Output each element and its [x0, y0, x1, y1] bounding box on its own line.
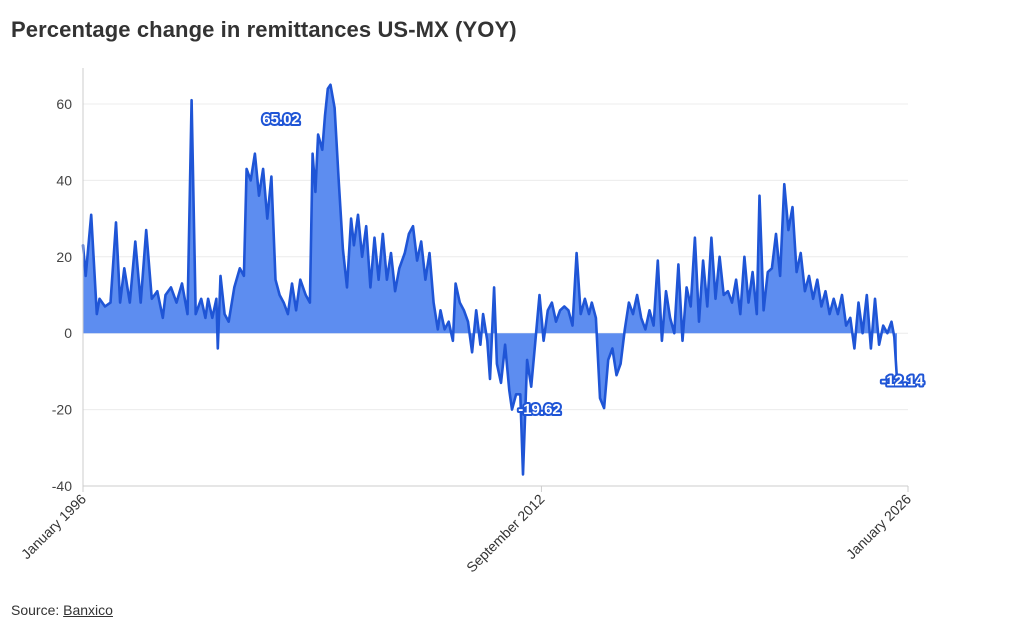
- y-axis-ticks: 60 40 20 0 -20 -40: [52, 96, 72, 494]
- y-tick-label: -40: [52, 478, 72, 494]
- series-area: [81, 83, 899, 476]
- series-line: [81, 83, 899, 476]
- series-area-fill: [83, 84, 897, 475]
- source-link[interactable]: Banxico: [63, 602, 113, 618]
- x-axis-ticks: January 1996 September 2012 January 2026: [18, 486, 914, 575]
- data-label: -19.62: [518, 401, 561, 418]
- axes: [82, 68, 908, 487]
- source-prefix: Source:: [11, 602, 64, 618]
- x-tick-label: January 1996: [18, 491, 89, 562]
- y-tick-label: 60: [56, 96, 72, 112]
- x-tick-label: January 2026: [843, 491, 914, 562]
- y-tick-label: 40: [56, 172, 72, 188]
- y-tick-label: -20: [52, 402, 72, 418]
- y-tick-label: 0: [64, 325, 72, 341]
- source-note: Source: Banxico: [11, 602, 113, 618]
- x-tick-label: September 2012: [463, 491, 548, 576]
- data-labels: 65.02 -19.62 -12.14: [260, 109, 926, 420]
- y-tick-label: 20: [56, 249, 72, 265]
- data-label: -12.14: [881, 373, 924, 390]
- data-label: 65.02: [262, 111, 300, 128]
- chart-title: Percentage change in remittances US-MX (…: [11, 17, 517, 42]
